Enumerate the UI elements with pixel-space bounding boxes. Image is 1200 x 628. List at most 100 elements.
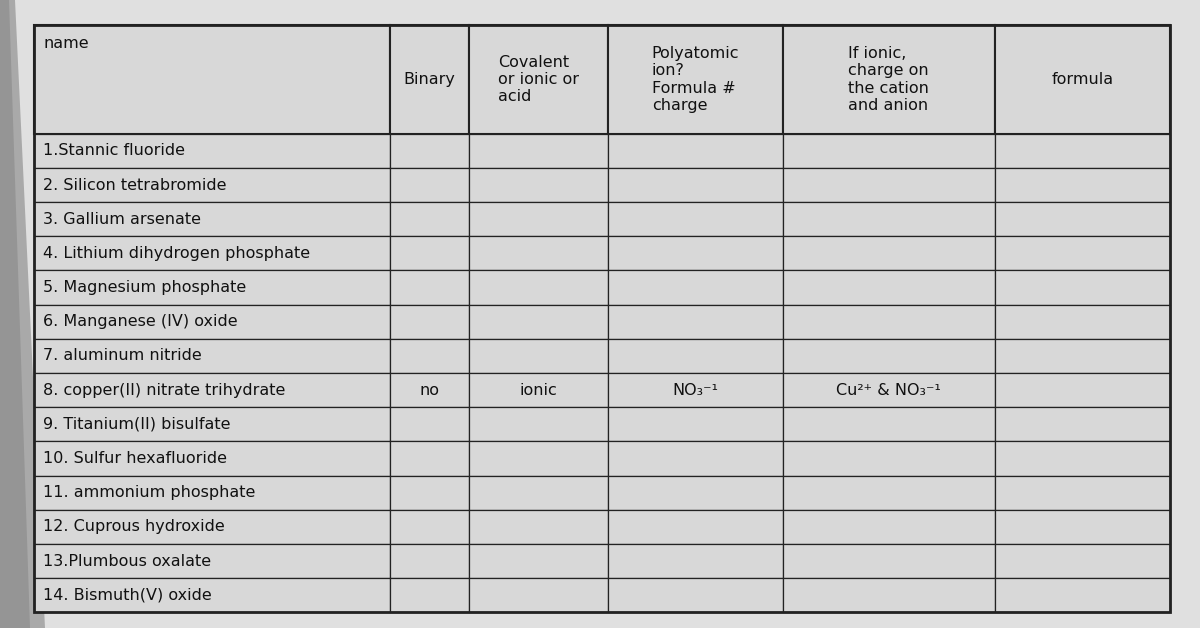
Bar (995, 25, 1170, 134)
Bar (390, 407, 469, 441)
Bar (608, 236, 784, 271)
Bar (469, 202, 608, 236)
Bar (784, 25, 995, 134)
Bar (469, 134, 608, 168)
Text: If ionic,
charge on
the cation
and anion: If ionic, charge on the cation and anion (848, 46, 929, 113)
Bar (390, 475, 469, 510)
Bar (784, 339, 995, 373)
Text: Polyatomic
ion?
Formula #
charge: Polyatomic ion? Formula # charge (652, 46, 739, 113)
Bar (34, 407, 390, 441)
Bar (608, 510, 784, 544)
Bar (784, 305, 995, 339)
Bar (784, 441, 995, 475)
Text: 7. aluminum nitride: 7. aluminum nitride (43, 349, 202, 364)
Bar (34, 168, 390, 202)
Bar (469, 305, 608, 339)
Bar (784, 134, 995, 168)
Bar (784, 475, 995, 510)
Text: ionic: ionic (520, 382, 557, 398)
Bar (34, 236, 390, 271)
Bar (784, 578, 995, 612)
Bar (608, 305, 784, 339)
Bar (995, 441, 1170, 475)
Bar (995, 578, 1170, 612)
Bar (390, 305, 469, 339)
Bar (608, 441, 784, 475)
Bar (995, 373, 1170, 407)
Bar (469, 271, 608, 305)
Text: name: name (43, 36, 89, 51)
Bar (784, 271, 995, 305)
Bar (34, 373, 390, 407)
Bar (995, 544, 1170, 578)
Text: 14. Bismuth(V) oxide: 14. Bismuth(V) oxide (43, 588, 212, 603)
Text: 13.Plumbous oxalate: 13.Plumbous oxalate (43, 553, 211, 568)
Bar (390, 373, 469, 407)
Text: 12. Cuprous hydroxide: 12. Cuprous hydroxide (43, 519, 224, 534)
Bar (608, 373, 784, 407)
Text: 1.Stannic fluoride: 1.Stannic fluoride (43, 143, 185, 158)
Bar (390, 510, 469, 544)
Bar (608, 339, 784, 373)
Text: NO₃⁻¹: NO₃⁻¹ (672, 382, 719, 398)
Text: 2. Silicon tetrabromide: 2. Silicon tetrabromide (43, 178, 227, 193)
Bar (34, 578, 390, 612)
Bar (608, 134, 784, 168)
Bar (995, 305, 1170, 339)
Bar (469, 373, 608, 407)
Bar (995, 475, 1170, 510)
Bar (784, 168, 995, 202)
Text: 11. ammonium phosphate: 11. ammonium phosphate (43, 485, 256, 500)
Text: 3. Gallium arsenate: 3. Gallium arsenate (43, 212, 202, 227)
Text: Covalent
or ionic or
acid: Covalent or ionic or acid (498, 55, 578, 104)
Bar (390, 271, 469, 305)
Bar (995, 510, 1170, 544)
Bar (390, 578, 469, 612)
Bar (469, 578, 608, 612)
Text: Cu²⁺ & NO₃⁻¹: Cu²⁺ & NO₃⁻¹ (836, 382, 941, 398)
Bar (995, 134, 1170, 168)
Text: 4. Lithium dihydrogen phosphate: 4. Lithium dihydrogen phosphate (43, 246, 311, 261)
Bar (784, 202, 995, 236)
Bar (995, 339, 1170, 373)
Bar (390, 25, 469, 134)
Bar (608, 544, 784, 578)
Bar (34, 441, 390, 475)
Polygon shape (0, 0, 46, 628)
Text: 9. Titanium(II) bisulfate: 9. Titanium(II) bisulfate (43, 417, 230, 432)
Bar (469, 441, 608, 475)
Bar (995, 407, 1170, 441)
Bar (390, 544, 469, 578)
Bar (34, 134, 390, 168)
Bar (34, 202, 390, 236)
Bar (469, 544, 608, 578)
Bar (608, 578, 784, 612)
Bar (995, 168, 1170, 202)
Bar (390, 134, 469, 168)
Bar (608, 407, 784, 441)
Bar (390, 441, 469, 475)
Bar (34, 25, 390, 134)
Bar (608, 271, 784, 305)
Bar (34, 475, 390, 510)
Bar (469, 25, 608, 134)
Text: no: no (420, 382, 439, 398)
Bar (469, 236, 608, 271)
Bar (608, 168, 784, 202)
Bar (390, 202, 469, 236)
Bar (34, 544, 390, 578)
Bar (608, 202, 784, 236)
Bar (390, 168, 469, 202)
Text: 5. Magnesium phosphate: 5. Magnesium phosphate (43, 280, 246, 295)
Text: Binary: Binary (403, 72, 456, 87)
Bar (34, 271, 390, 305)
Bar (469, 407, 608, 441)
Polygon shape (0, 0, 30, 628)
Bar (469, 510, 608, 544)
Bar (784, 544, 995, 578)
Bar (469, 339, 608, 373)
Bar (608, 25, 784, 134)
Bar (390, 339, 469, 373)
Bar (469, 475, 608, 510)
Bar (784, 236, 995, 271)
